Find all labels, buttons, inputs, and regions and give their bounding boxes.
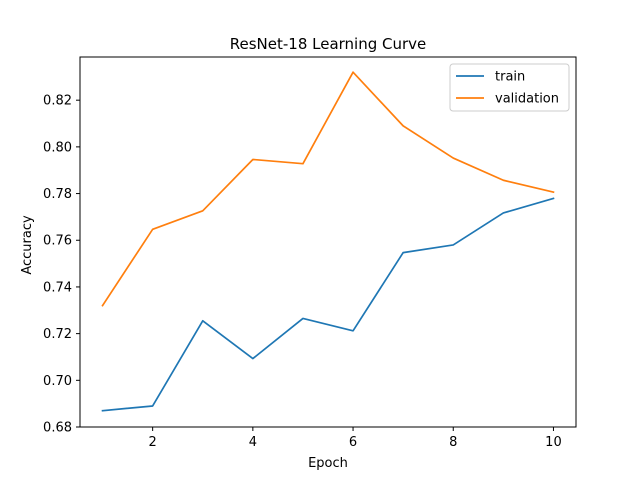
y-tick-label: 0.72 (43, 327, 72, 342)
x-tick-label: 8 (449, 435, 457, 450)
series-line-train (101, 197, 555, 412)
y-tick-label: 0.78 (43, 187, 72, 202)
legend-label-validation: validation (495, 92, 559, 107)
y-tick-label: 0.82 (43, 94, 72, 109)
x-tick-label: 2 (149, 435, 157, 450)
y-tick-label: 0.70 (43, 374, 72, 389)
series-line-validation (101, 71, 555, 307)
y-tick-label: 0.74 (43, 280, 72, 295)
legend-label-train: train (495, 70, 525, 85)
y-axis-title: Accuracy (20, 215, 35, 275)
chart-title: ResNet-18 Learning Curve (230, 35, 427, 53)
y-tick-label: 0.80 (43, 140, 72, 155)
x-tick-label: 10 (545, 435, 562, 450)
x-tick-label: 4 (249, 435, 257, 450)
plot-area: 2 4 6 8 10 0.68 0.70 0.72 0.74 0.76 0.78 0.80 0.82 tr… (43, 56, 577, 450)
plot-frame (79, 56, 577, 428)
x-axis-title: Epoch (308, 456, 348, 471)
y-tick-label: 0.76 (43, 234, 72, 249)
x-tick-label: 6 (349, 435, 357, 450)
y-tick-label: 0.68 (43, 421, 72, 436)
